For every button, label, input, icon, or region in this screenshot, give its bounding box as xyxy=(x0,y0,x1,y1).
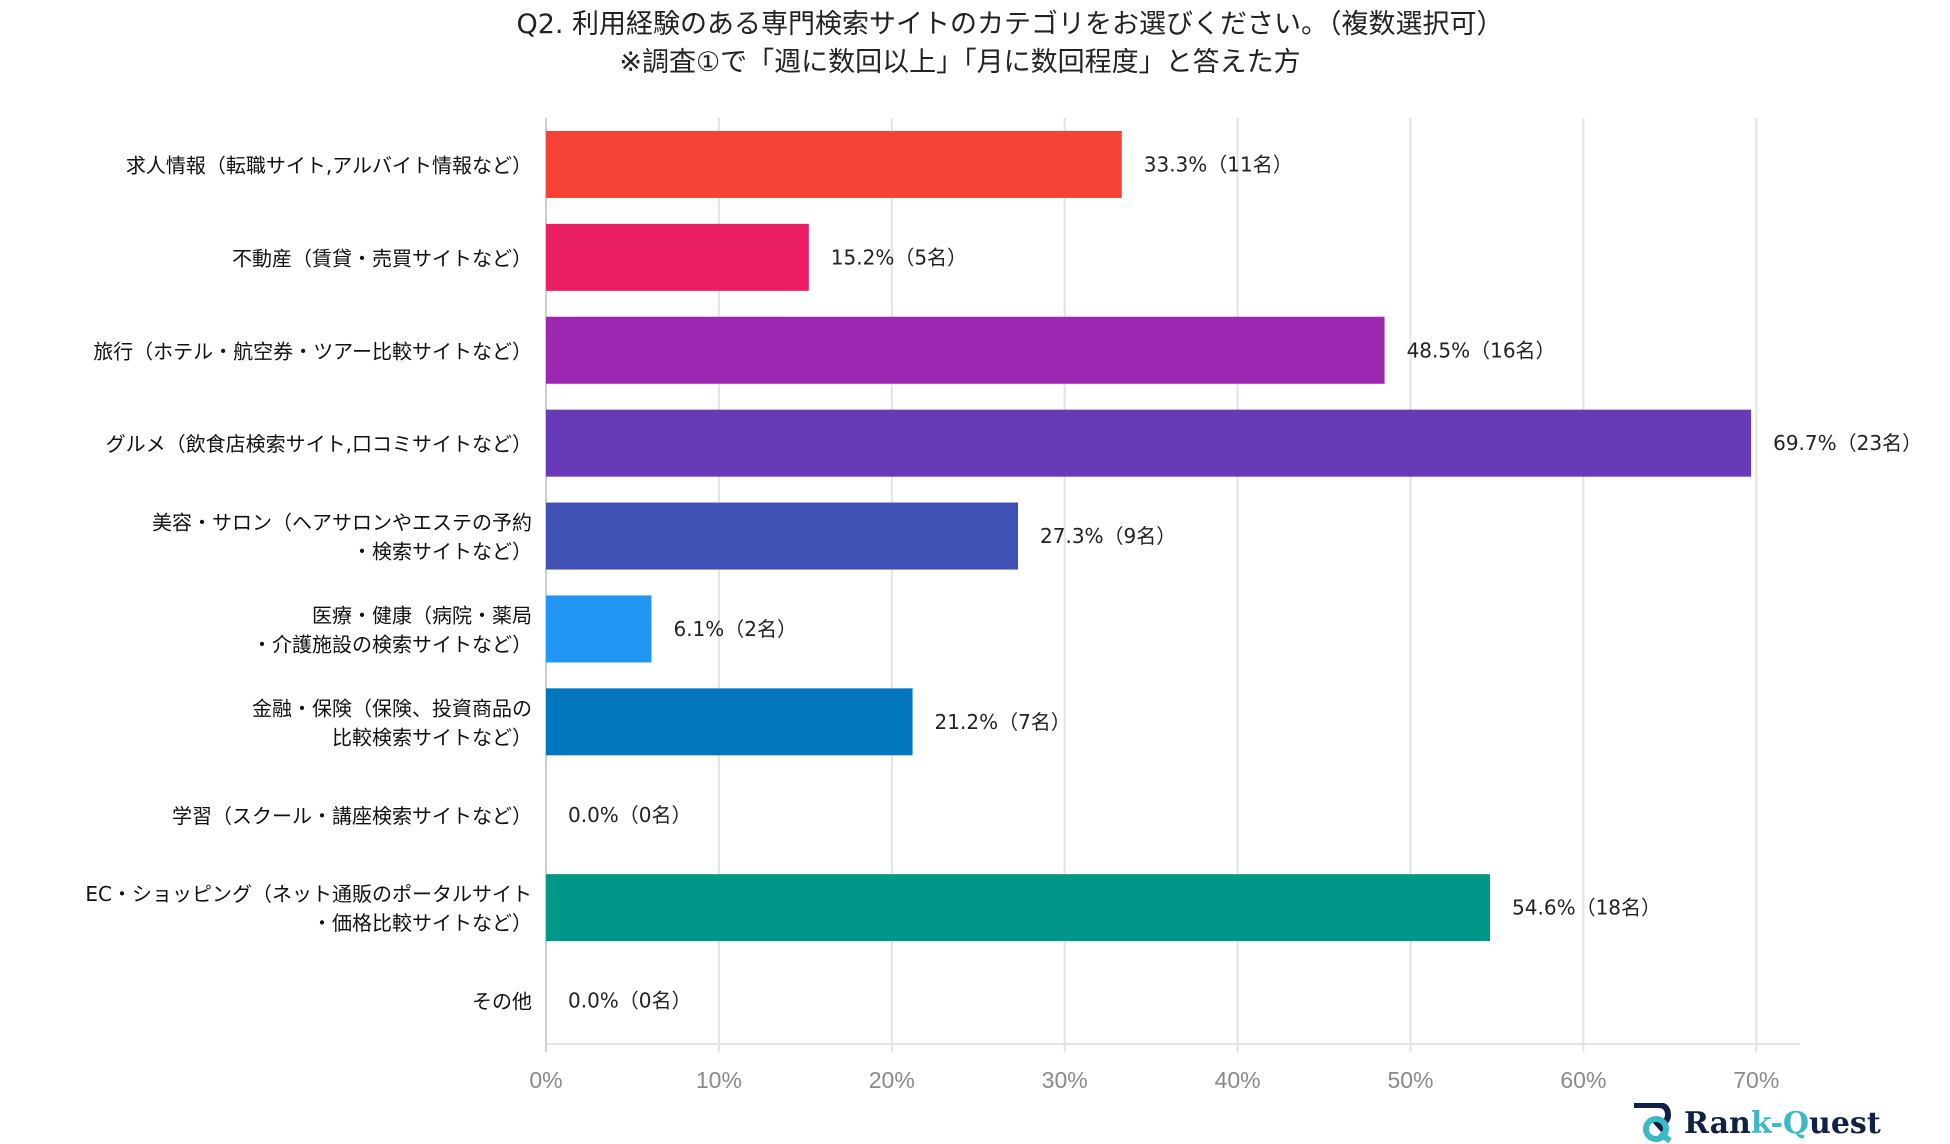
category-label: 不動産（賃貸・売買サイトなど） xyxy=(232,246,532,270)
category-label: 金融・保険（保険、投資商品の xyxy=(252,696,532,720)
x-tick-label: 30% xyxy=(1042,1067,1088,1093)
data-label: 6.1%（2名） xyxy=(673,617,797,641)
logo-text: Rank-Quest xyxy=(1684,1105,1881,1141)
x-tick-label: 50% xyxy=(1387,1067,1433,1093)
x-tick-label: 70% xyxy=(1733,1067,1779,1093)
x-tick-label: 40% xyxy=(1215,1067,1261,1093)
category-label: グルメ（飲食店検索サイト,口コミサイトなど） xyxy=(106,432,532,456)
category-label: ・価格比較サイトなど） xyxy=(312,911,532,935)
category-label: ・検索サイトなど） xyxy=(352,540,532,564)
category-label: 求人情報（転職サイト,アルバイト情報など） xyxy=(126,153,532,177)
bar xyxy=(546,595,652,663)
category-label: 学習（スクール・講座検索サイトなど） xyxy=(172,804,532,828)
category-label: 医療・健康（病院・薬局 xyxy=(312,603,532,627)
chart-subtitle: ※調査①で「週に数回以上」「月に数回程度」と答えた方 xyxy=(619,47,1301,78)
category-label: その他 xyxy=(472,990,532,1014)
chart-title: Q2. 利用経験のある専門検索サイトのカテゴリをお選びください。（複数選択可） xyxy=(516,9,1504,40)
category-label: 美容・サロン（ヘアサロンやエステの予約 xyxy=(152,511,532,535)
category-label: EC・ショッピング（ネット通販のポータルサイト xyxy=(85,882,532,906)
data-label: 48.5%（16名） xyxy=(1407,338,1556,362)
category-label: ・介護施設の検索サイトなど） xyxy=(252,632,532,656)
bar xyxy=(546,688,913,756)
data-label: 15.2%（5名） xyxy=(831,245,967,269)
bar xyxy=(546,223,809,291)
rank-quest-logo: Rank-Quest xyxy=(1632,1103,1881,1143)
bar xyxy=(546,502,1019,570)
x-tick-label: 10% xyxy=(696,1067,742,1093)
data-label: 33.3%（11名） xyxy=(1144,152,1293,176)
x-tick-label: 0% xyxy=(529,1067,562,1093)
data-label: 54.6%（18名） xyxy=(1512,896,1661,920)
data-label: 0.0%（0名） xyxy=(568,803,692,827)
category-label: 旅行（ホテル・航空券・ツアー比較サイトなど） xyxy=(93,339,532,363)
data-label: 21.2%（7名） xyxy=(935,710,1071,734)
x-tick-label: 20% xyxy=(869,1067,915,1093)
data-label: 27.3%（9名） xyxy=(1040,524,1176,548)
bar xyxy=(546,874,1491,942)
data-label: 69.7%（23名） xyxy=(1773,431,1922,455)
data-label: 0.0%（0名） xyxy=(568,989,692,1013)
bar xyxy=(546,130,1122,198)
bar xyxy=(546,409,1752,477)
rank-quest-logo-icon xyxy=(1634,1103,1672,1143)
x-tick-label: 60% xyxy=(1560,1067,1606,1093)
category-label: 比較検索サイトなど） xyxy=(332,725,532,749)
bar xyxy=(546,316,1385,384)
